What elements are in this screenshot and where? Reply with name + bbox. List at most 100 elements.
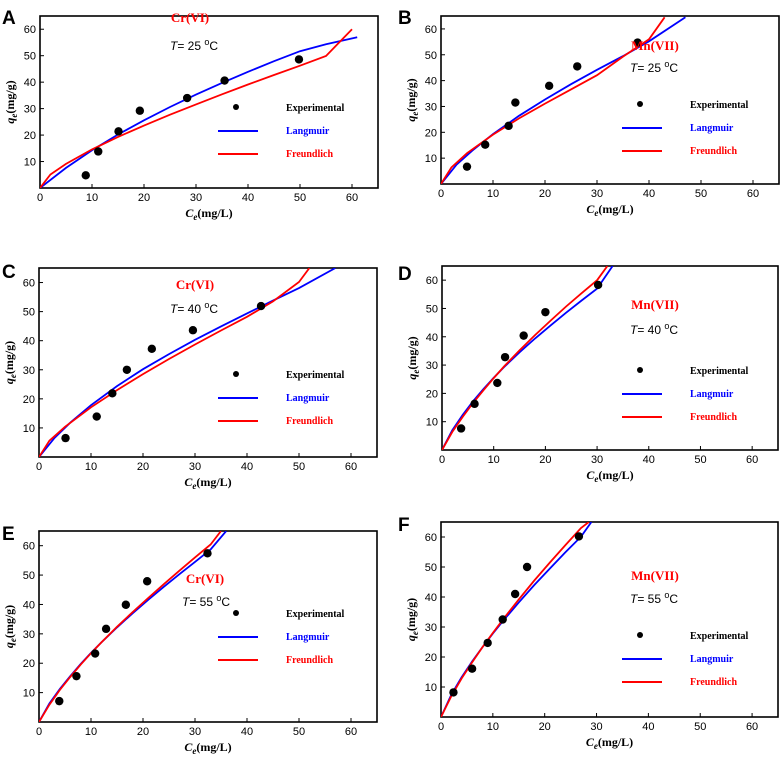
fit-curves bbox=[39, 268, 336, 457]
fit-curves bbox=[441, 16, 686, 184]
y-tick-label: 60 bbox=[23, 541, 35, 553]
legend-label: Experimental bbox=[286, 609, 345, 620]
y-tick-label: 30 bbox=[24, 104, 36, 116]
y-tick-label: 50 bbox=[425, 50, 437, 62]
legend-marker bbox=[233, 371, 239, 377]
langmuir-curve bbox=[442, 266, 614, 450]
panel-letter: A bbox=[2, 8, 16, 29]
x-tick-label: 0 bbox=[439, 454, 445, 466]
legend: Experimental Langmuir Freundlich bbox=[218, 370, 345, 427]
panel-letter: D bbox=[398, 264, 412, 285]
legend: Experimental Langmuir Freundlich bbox=[218, 103, 345, 160]
x-tick-label: 50 bbox=[293, 461, 305, 473]
experimental-point bbox=[633, 38, 642, 47]
x-tick-label: 60 bbox=[346, 192, 358, 204]
x-tick-label: 10 bbox=[488, 454, 500, 466]
x-tick-label: 10 bbox=[85, 726, 97, 738]
y-tick-label: 60 bbox=[24, 24, 36, 36]
panel-c: C 0 10 20 30 40 50 60 10 20 30 40 50 60 Ce(mg/L) qe(mg/… bbox=[2, 262, 378, 491]
x-tick-label: 0 bbox=[36, 726, 42, 738]
x-tick-label: 50 bbox=[293, 726, 305, 738]
panel-title: Mn(VII) bbox=[631, 297, 679, 312]
experimental-point bbox=[544, 81, 554, 90]
x-tick-label: 10 bbox=[487, 721, 499, 733]
legend-label: Freundlich bbox=[286, 149, 333, 160]
panel-title: Cr(VI) bbox=[171, 10, 209, 25]
panel-title: Cr(VI) bbox=[176, 277, 214, 292]
x-tick-label: 30 bbox=[189, 726, 201, 738]
y-tick-label: 30 bbox=[425, 101, 437, 113]
experimental-point bbox=[483, 638, 492, 648]
x-tick-label: 30 bbox=[591, 454, 603, 466]
experimental-point bbox=[504, 121, 513, 131]
y-tick-label: 10 bbox=[426, 417, 438, 429]
y-tick-label: 60 bbox=[23, 278, 35, 290]
y-tick-label: 20 bbox=[426, 388, 438, 400]
legend-marker bbox=[637, 101, 643, 107]
panel-letter: E bbox=[2, 524, 15, 545]
y-tick-label: 50 bbox=[24, 51, 36, 63]
legend-label: Langmuir bbox=[286, 393, 330, 404]
legend-label: Langmuir bbox=[286, 126, 330, 137]
x-tick-label: 40 bbox=[241, 461, 253, 473]
x-tick-label: 20 bbox=[137, 461, 149, 473]
experimental-point bbox=[481, 140, 490, 149]
langmuir-curve bbox=[39, 531, 227, 722]
legend: Experimental Langmuir Freundlich bbox=[622, 631, 749, 688]
x-tick-label: 60 bbox=[746, 721, 758, 733]
legend-marker bbox=[637, 632, 643, 638]
experimental-point bbox=[122, 365, 132, 374]
experimental-point bbox=[101, 624, 111, 634]
x-tick-label: 50 bbox=[694, 454, 706, 466]
legend-marker bbox=[233, 610, 239, 616]
y-tick-label: 40 bbox=[23, 599, 35, 611]
experimental-point bbox=[256, 301, 266, 311]
y-axis-label: qe(mg/g) bbox=[2, 605, 18, 648]
legend-label: Langmuir bbox=[690, 389, 734, 400]
x-tick-label: 0 bbox=[36, 461, 42, 473]
panel-f: F 0 10 20 30 40 50 60 10 20 30 40 50 60 Ce(mg/L) qe(mg/… bbox=[398, 515, 779, 751]
legend-marker bbox=[233, 104, 239, 110]
legend-label: Experimental bbox=[690, 366, 749, 377]
x-tick-label: 0 bbox=[438, 721, 444, 733]
panel-e: E 0 10 20 30 40 50 60 10 20 30 40 50 60 Ce(mg/L) qe(mg/… bbox=[2, 524, 378, 756]
legend-label: Freundlich bbox=[690, 412, 737, 423]
x-tick-label: 50 bbox=[695, 188, 707, 200]
experimental-point bbox=[142, 577, 152, 586]
experimental-point bbox=[147, 344, 157, 354]
x-tick-label: 40 bbox=[242, 192, 254, 204]
x-tick-label: 50 bbox=[294, 192, 306, 204]
temperature-label: T= 40 oC bbox=[630, 321, 678, 337]
experimental-point bbox=[462, 162, 472, 171]
fit-curves bbox=[441, 522, 593, 717]
x-tick-label: 30 bbox=[591, 188, 603, 200]
temperature-label: T= 25 oC bbox=[170, 37, 218, 53]
axes-frame bbox=[39, 15, 379, 189]
fit-curves bbox=[40, 28, 358, 188]
x-tick-label: 20 bbox=[539, 721, 551, 733]
fit-curves bbox=[39, 531, 227, 722]
temperature-label: T= 55 oC bbox=[182, 593, 230, 609]
y-tick-label: 40 bbox=[425, 76, 437, 88]
experimental-point bbox=[72, 671, 81, 681]
experimental-point bbox=[511, 98, 520, 107]
freundlich-curve bbox=[441, 16, 666, 184]
y-tick-label: 60 bbox=[426, 275, 438, 287]
legend-label: Freundlich bbox=[690, 677, 737, 688]
y-axis-label: qe(mg/g) bbox=[3, 80, 19, 123]
y-axis-label: qe(mg/g) bbox=[2, 341, 18, 384]
x-tick-label: 20 bbox=[539, 454, 551, 466]
x-tick-label: 30 bbox=[189, 461, 201, 473]
panel-letter: F bbox=[398, 515, 410, 536]
legend-label: Langmuir bbox=[690, 654, 734, 665]
x-tick-label: 0 bbox=[37, 192, 43, 204]
y-tick-label: 60 bbox=[425, 24, 437, 36]
y-tick-label: 50 bbox=[426, 303, 438, 315]
y-tick-label: 10 bbox=[23, 688, 35, 700]
freundlich-curve bbox=[40, 28, 353, 188]
langmuir-curve bbox=[39, 268, 336, 457]
freundlich-curve bbox=[442, 266, 609, 450]
y-tick-label: 20 bbox=[23, 658, 35, 670]
y-tick-label: 20 bbox=[425, 127, 437, 139]
experimental-point bbox=[114, 127, 123, 136]
